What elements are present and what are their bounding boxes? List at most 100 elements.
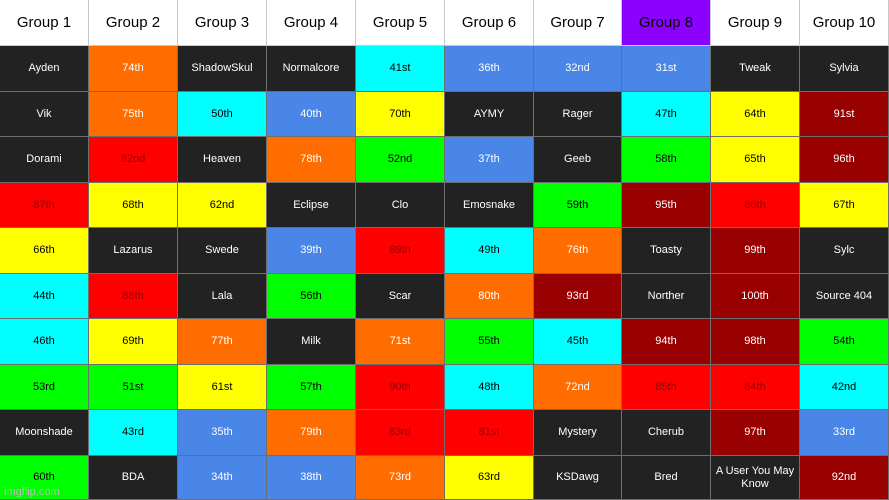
cell-r4-c3: 62nd [178,183,267,228]
cell-r4-c5: Clo [356,183,445,228]
cell-r7-c2: 69th [89,319,178,365]
watermark: imgflip.com [4,486,60,498]
cell-r1-c5: 41st [356,46,445,92]
cell-r2-c7: Rager [534,92,622,137]
cell-r5-c4: 39th [267,228,356,274]
cell-r5-c6: 49th [445,228,534,274]
header-group-1: Group 1 [0,0,89,46]
cell-r2-c6: AYMY [445,92,534,137]
cell-r1-c9: Tweak [711,46,800,92]
cell-r9-c8: Cherub [622,410,711,456]
cell-r4-c10: 67th [800,183,889,228]
cell-r8-c4: 57th [267,365,356,410]
cell-r5-c1: 66th [0,228,89,274]
cell-r7-c9: 98th [711,319,800,365]
cell-r3-c6: 37th [445,137,534,183]
cell-r8-c5: 90th [356,365,445,410]
cell-r6-c9: 100th [711,274,800,319]
cell-r7-c7: 45th [534,319,622,365]
cell-r7-c8: 94th [622,319,711,365]
cell-r2-c1: Vik [0,92,89,137]
cell-r9-c1: Moonshade [0,410,89,456]
cell-r7-c5: 71st [356,319,445,365]
header-group-7: Group 7 [534,0,622,46]
cell-r9-c4: 79th [267,410,356,456]
cell-r6-c7: 93rd [534,274,622,319]
cell-r3-c5: 52nd [356,137,445,183]
cell-r5-c8: Toasty [622,228,711,274]
cell-r5-c10: Sylc [800,228,889,274]
cell-r10-c8: Bred [622,456,711,500]
cell-r1-c8: 31st [622,46,711,92]
cell-r10-c3: 34th [178,456,267,500]
cell-r3-c10: 96th [800,137,889,183]
cell-r7-c1: 46th [0,319,89,365]
cell-r2-c5: 70th [356,92,445,137]
cell-r5-c7: 76th [534,228,622,274]
cell-r7-c4: Milk [267,319,356,365]
cell-r9-c2: 43rd [89,410,178,456]
cell-r4-c1: 87th [0,183,89,228]
cell-r2-c10: 91st [800,92,889,137]
cell-r6-c6: 80th [445,274,534,319]
header-group-4: Group 4 [267,0,356,46]
header-group-3: Group 3 [178,0,267,46]
cell-r7-c6: 55th [445,319,534,365]
cell-r4-c2: 68th [89,183,178,228]
cell-r5-c9: 99th [711,228,800,274]
cell-r9-c7: Mystery [534,410,622,456]
cell-r2-c4: 40th [267,92,356,137]
cell-r3-c3: Heaven [178,137,267,183]
cell-r5-c3: Swede [178,228,267,274]
header-group-10: Group 10 [800,0,889,46]
cell-r10-c7: KSDawg [534,456,622,500]
cell-r3-c8: 58th [622,137,711,183]
cell-r4-c4: Eclipse [267,183,356,228]
cell-r10-c5: 73rd [356,456,445,500]
cell-r2-c8: 47th [622,92,711,137]
header-group-2: Group 2 [89,0,178,46]
cell-r10-c2: BDA [89,456,178,500]
cell-r8-c7: 72nd [534,365,622,410]
cell-r1-c1: Ayden [0,46,89,92]
cell-r1-c2: 74th [89,46,178,92]
cell-r4-c9: 86th [711,183,800,228]
cell-r10-c10: 92nd [800,456,889,500]
cell-r1-c10: Sylvia [800,46,889,92]
cell-r2-c3: 50th [178,92,267,137]
cell-r9-c5: 83rd [356,410,445,456]
cell-r5-c2: Lazarus [89,228,178,274]
cell-r3-c4: 78th [267,137,356,183]
cell-r4-c8: 95th [622,183,711,228]
cell-r5-c5: 89th [356,228,445,274]
cell-r1-c3: ShadowSkul [178,46,267,92]
cell-r4-c7: 59th [534,183,622,228]
cell-r6-c4: 56th [267,274,356,319]
cell-r10-c6: 63rd [445,456,534,500]
header-group-5: Group 5 [356,0,445,46]
cell-r9-c6: 81st [445,410,534,456]
cell-r9-c3: 35th [178,410,267,456]
cell-r8-c2: 51st [89,365,178,410]
cell-r6-c8: Norther [622,274,711,319]
cell-r10-c1: 60th [0,456,89,500]
cell-r3-c2: 82nd [89,137,178,183]
cell-r8-c8: 85th [622,365,711,410]
cell-r9-c9: 97th [711,410,800,456]
cell-r9-c10: 33rd [800,410,889,456]
cell-r7-c10: 54th [800,319,889,365]
header-group-9: Group 9 [711,0,800,46]
cell-r8-c1: 53rd [0,365,89,410]
header-group-8: Group 8 [622,0,711,46]
cell-r8-c3: 61st [178,365,267,410]
cell-r2-c2: 75th [89,92,178,137]
cell-r3-c1: Dorami [0,137,89,183]
cell-r6-c10: Source 404 [800,274,889,319]
cell-r10-c4: 38th [267,456,356,500]
cell-r1-c6: 36th [445,46,534,92]
cell-r6-c1: 44th [0,274,89,319]
cell-r1-c4: Normalcore [267,46,356,92]
cell-r3-c7: Geeb [534,137,622,183]
cell-r6-c3: Lala [178,274,267,319]
